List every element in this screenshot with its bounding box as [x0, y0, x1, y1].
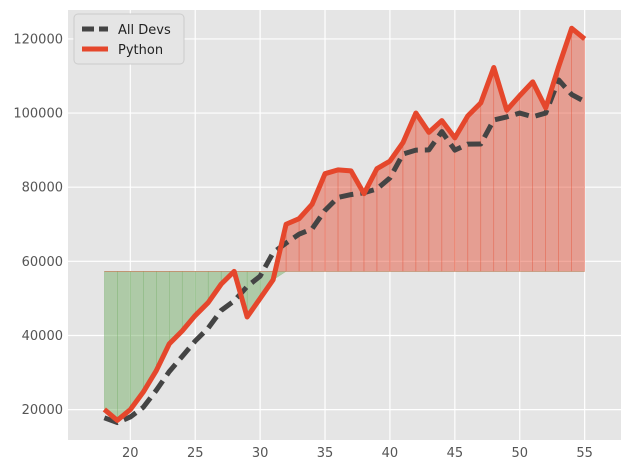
legend-label-python: Python — [118, 43, 163, 58]
x-tick-label: 25 — [187, 446, 204, 461]
y-tick-label: 80000 — [22, 181, 63, 196]
x-tick-label: 55 — [576, 446, 593, 461]
series-line-python — [102, 25, 587, 423]
y-tick-label: 120000 — [13, 32, 63, 47]
y-tick-label: 60000 — [22, 255, 63, 270]
series-lines — [102, 25, 587, 426]
legend-label-all-devs: All Devs — [118, 23, 171, 38]
x-tick-label: 45 — [447, 446, 464, 461]
x-tick-label: 20 — [122, 446, 139, 461]
x-axis-ticks: 20 25 30 35 40 45 50 55 — [122, 446, 593, 461]
grid-lines — [68, 10, 621, 440]
legend: All Devs Python — [73, 13, 185, 65]
x-tick-label: 40 — [382, 446, 399, 461]
y-tick-label: 20000 — [22, 403, 63, 418]
y-axis-ticks: 20000 40000 60000 80000 100000 120000 — [13, 32, 63, 418]
y-tick-label: 100000 — [13, 107, 63, 122]
y-tick-label: 40000 — [22, 329, 63, 344]
x-tick-label: 30 — [252, 446, 269, 461]
series-line-all-devs — [103, 77, 586, 426]
x-tick-label: 35 — [317, 446, 334, 461]
x-tick-label: 50 — [511, 446, 528, 461]
